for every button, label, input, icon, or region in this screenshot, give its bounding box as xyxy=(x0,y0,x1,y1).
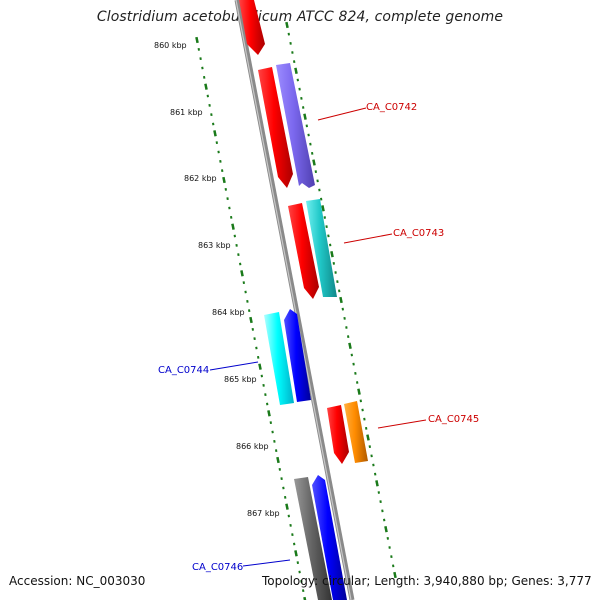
tick-label: 865 kbp xyxy=(224,375,257,384)
genome-backbone xyxy=(234,0,355,600)
tick-mark xyxy=(285,21,289,29)
tick-mark xyxy=(312,159,316,166)
gene-arrow-lavender[interactable] xyxy=(276,63,315,188)
tick-marks xyxy=(195,21,397,600)
tick-mark xyxy=(240,270,244,277)
tick-mark xyxy=(339,296,343,304)
tick-mark xyxy=(321,205,325,212)
gene-label-ca-c0743[interactable]: CA_C0743 xyxy=(393,228,444,239)
tick-mark xyxy=(258,363,262,370)
tick-mark xyxy=(303,113,307,120)
gene-arrow-gray[interactable] xyxy=(294,477,332,600)
tick-label: 864 kbp xyxy=(212,308,245,317)
gene-label-ca-c0742[interactable]: CA_C0742 xyxy=(366,102,417,113)
tick-mark xyxy=(357,388,361,395)
topology-label: Topology: circular; Length: 3,940,880 bp… xyxy=(262,574,592,588)
tick-mark xyxy=(375,480,379,487)
tick-mark xyxy=(249,316,253,324)
tick-mark xyxy=(222,176,226,184)
genome-backbone-highlight xyxy=(235,0,352,600)
gene-label-ca-c0744[interactable]: CA_C0744 xyxy=(158,365,209,376)
tick-label: 862 kbp xyxy=(184,174,217,183)
tick-mark xyxy=(285,503,289,510)
tick-mark xyxy=(348,342,352,350)
tick-mark xyxy=(213,130,217,137)
tick-label: 863 kbp xyxy=(198,241,231,250)
accession-label: Accession: NC_003030 xyxy=(9,574,146,588)
tick-mark xyxy=(384,525,388,533)
tick-mark xyxy=(231,223,235,230)
tick-mark xyxy=(330,250,334,258)
gene-arrow-orange[interactable] xyxy=(344,401,368,463)
gene-label-ca-c0745[interactable]: CA_C0745 xyxy=(428,414,479,425)
tick-mark xyxy=(195,36,199,44)
tick-label: 866 kbp xyxy=(236,442,269,451)
tick-labels: 860 kbp 861 kbp 862 kbp 863 kbp 864 kbp … xyxy=(154,41,280,518)
tick-mark xyxy=(393,571,397,579)
gene-arrow-turquoise[interactable] xyxy=(306,199,337,297)
tick-mark xyxy=(294,67,298,75)
tick-mark xyxy=(366,434,370,441)
gene-arrow-blue[interactable] xyxy=(284,309,311,402)
tick-mark xyxy=(267,410,271,417)
gene-arrow-cyan[interactable] xyxy=(264,312,294,405)
gene-label-ca-c0746[interactable]: CA_C0746 xyxy=(192,562,243,573)
gene-arrow-red[interactable] xyxy=(288,203,319,299)
gene-arrow-red[interactable] xyxy=(327,405,349,464)
gene-arrow-red[interactable] xyxy=(258,67,293,188)
tick-label: 867 kbp xyxy=(247,509,280,518)
tick-mark xyxy=(204,83,208,90)
tick-label: 860 kbp xyxy=(154,41,187,50)
tick-mark xyxy=(276,456,280,464)
tick-mark xyxy=(294,550,298,557)
gene-arrow-red-top[interactable] xyxy=(239,0,265,55)
gene-labels: CA_C0742 CA_C0743 CA_C0744 CA_C0745 CA_C… xyxy=(158,102,479,573)
gene-features xyxy=(239,0,368,600)
tick-label: 861 kbp xyxy=(170,108,203,117)
gene-arrow-blue[interactable] xyxy=(312,475,347,600)
tick-mark xyxy=(303,596,307,600)
map-title: Clostridium acetobutylicum ATCC 824, com… xyxy=(96,9,504,25)
label-connectors xyxy=(209,107,427,567)
